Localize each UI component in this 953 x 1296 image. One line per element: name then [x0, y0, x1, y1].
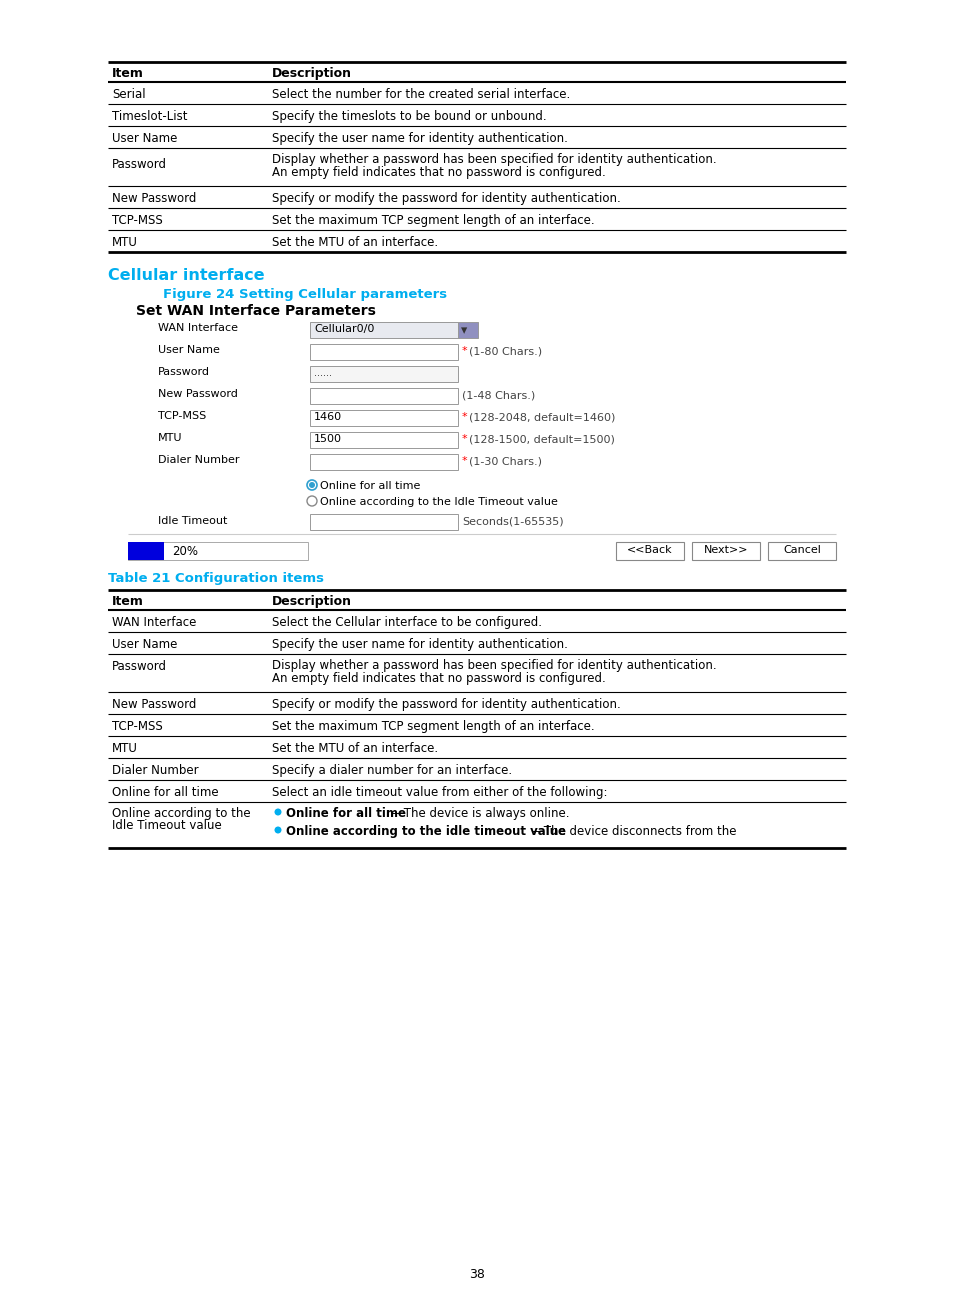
Text: Select an idle timeout value from either of the following:: Select an idle timeout value from either…: [272, 785, 607, 800]
Text: Display whether a password has been specified for identity authentication.: Display whether a password has been spec…: [272, 153, 716, 166]
Text: MTU: MTU: [158, 433, 182, 443]
Text: 20%: 20%: [172, 546, 198, 559]
Text: *: *: [461, 346, 467, 356]
Text: Display whether a password has been specified for identity authentication.: Display whether a password has been spec…: [272, 658, 716, 673]
Text: An empty field indicates that no password is configured.: An empty field indicates that no passwor…: [272, 166, 605, 179]
Text: WAN Interface: WAN Interface: [158, 323, 237, 333]
Bar: [310, 343, 457, 360]
Bar: [457, 321, 477, 338]
Text: Table 21 Configuration items: Table 21 Configuration items: [108, 572, 324, 584]
Text: TCP-MSS: TCP-MSS: [112, 721, 163, 734]
Bar: [310, 321, 457, 338]
Text: Figure 24 Setting Cellular parameters: Figure 24 Setting Cellular parameters: [163, 288, 447, 301]
Text: Specify or modify the password for identity authentication.: Specify or modify the password for ident…: [272, 699, 620, 712]
Text: ▾: ▾: [460, 324, 467, 337]
Text: <<Back: <<Back: [626, 546, 672, 555]
Text: (1-80 Chars.): (1-80 Chars.): [469, 346, 541, 356]
Text: ......: ......: [314, 368, 332, 378]
Circle shape: [274, 827, 281, 833]
Text: An empty field indicates that no password is configured.: An empty field indicates that no passwor…: [272, 673, 605, 686]
Text: WAN Interface: WAN Interface: [112, 616, 196, 629]
Text: New Password: New Password: [158, 389, 237, 399]
Text: Set the maximum TCP segment length of an interface.: Set the maximum TCP segment length of an…: [272, 721, 594, 734]
Text: Online for all time: Online for all time: [112, 785, 218, 800]
Text: Dialer Number: Dialer Number: [112, 765, 198, 778]
Bar: [310, 432, 457, 448]
Text: Item: Item: [112, 595, 144, 608]
Text: Online for all time: Online for all time: [319, 481, 420, 491]
Circle shape: [307, 496, 316, 505]
Text: *: *: [461, 434, 467, 445]
Bar: [310, 410, 457, 426]
Bar: [310, 388, 457, 404]
Text: Set WAN Interface Parameters: Set WAN Interface Parameters: [136, 305, 375, 318]
Text: Description: Description: [272, 595, 352, 608]
Text: Password: Password: [158, 367, 210, 377]
Text: Item: Item: [112, 67, 144, 80]
Text: Specify or modify the password for identity authentication.: Specify or modify the password for ident…: [272, 192, 620, 205]
Text: (1-48 Chars.): (1-48 Chars.): [461, 390, 535, 400]
Text: New Password: New Password: [112, 699, 196, 712]
Bar: [616, 542, 683, 560]
Text: —The device disconnects from the: —The device disconnects from the: [532, 826, 736, 839]
Bar: [767, 542, 835, 560]
Text: 1460: 1460: [314, 412, 342, 422]
Text: Cellular0/0: Cellular0/0: [314, 324, 374, 334]
Text: (128-2048, default=1460): (128-2048, default=1460): [469, 412, 615, 422]
Text: User Name: User Name: [112, 638, 177, 651]
Text: Cellular interface: Cellular interface: [108, 268, 264, 283]
Text: Online for all time: Online for all time: [286, 807, 406, 820]
Text: Cancel: Cancel: [782, 546, 821, 555]
Text: 1500: 1500: [314, 434, 341, 445]
Circle shape: [309, 482, 314, 489]
Text: Specify a dialer number for an interface.: Specify a dialer number for an interface…: [272, 765, 512, 778]
Text: Specify the user name for identity authentication.: Specify the user name for identity authe…: [272, 638, 567, 651]
Bar: [310, 365, 457, 382]
Text: Set the maximum TCP segment length of an interface.: Set the maximum TCP segment length of an…: [272, 214, 594, 227]
Text: Seconds(1-65535): Seconds(1-65535): [461, 516, 563, 526]
Text: Online according to the: Online according to the: [112, 807, 251, 820]
Text: Next>>: Next>>: [703, 546, 747, 555]
Text: Select the number for the created serial interface.: Select the number for the created serial…: [272, 88, 570, 101]
Bar: [128, 542, 164, 560]
Text: Idle Timeout value: Idle Timeout value: [112, 819, 221, 832]
Text: New Password: New Password: [112, 192, 196, 205]
Text: MTU: MTU: [112, 743, 138, 756]
Text: Description: Description: [272, 67, 352, 80]
Text: Online according to the idle timeout value: Online according to the idle timeout val…: [286, 826, 565, 839]
Text: User Name: User Name: [158, 345, 219, 355]
Circle shape: [274, 809, 281, 815]
Text: 38: 38: [469, 1267, 484, 1280]
Text: Password: Password: [112, 660, 167, 673]
Text: Specify the user name for identity authentication.: Specify the user name for identity authe…: [272, 132, 567, 145]
Text: —The device is always online.: —The device is always online.: [392, 807, 569, 820]
Text: (1-30 Chars.): (1-30 Chars.): [469, 456, 541, 467]
Text: TCP-MSS: TCP-MSS: [158, 411, 206, 421]
Bar: [310, 515, 457, 530]
Text: Idle Timeout: Idle Timeout: [158, 516, 227, 526]
Circle shape: [307, 480, 316, 490]
Text: Select the Cellular interface to be configured.: Select the Cellular interface to be conf…: [272, 616, 541, 629]
Text: (128-1500, default=1500): (128-1500, default=1500): [469, 434, 615, 445]
Text: Set the MTU of an interface.: Set the MTU of an interface.: [272, 236, 437, 249]
Text: MTU: MTU: [112, 236, 138, 249]
Text: Serial: Serial: [112, 88, 146, 101]
Text: Password: Password: [112, 158, 167, 171]
Bar: [310, 454, 457, 470]
Text: Timeslot-List: Timeslot-List: [112, 110, 188, 123]
Text: TCP-MSS: TCP-MSS: [112, 214, 163, 227]
Bar: [691, 542, 760, 560]
Text: *: *: [461, 456, 467, 467]
Text: Set the MTU of an interface.: Set the MTU of an interface.: [272, 743, 437, 756]
Text: Dialer Number: Dialer Number: [158, 455, 239, 465]
Text: Specify the timeslots to be bound or unbound.: Specify the timeslots to be bound or unb…: [272, 110, 546, 123]
Text: User Name: User Name: [112, 132, 177, 145]
Text: Online according to the Idle Timeout value: Online according to the Idle Timeout val…: [319, 496, 558, 507]
Text: *: *: [461, 412, 467, 422]
Bar: [128, 542, 308, 560]
